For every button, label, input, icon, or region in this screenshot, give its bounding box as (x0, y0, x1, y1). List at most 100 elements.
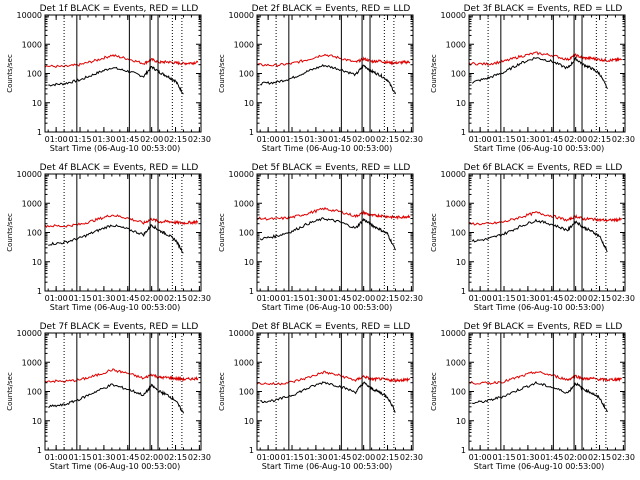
y-tick-label: 10000 (441, 329, 466, 338)
y-tick-label: 1000 (446, 199, 466, 208)
y-tick-label: 1000 (234, 40, 254, 49)
y-tick-label: 100 (451, 388, 466, 397)
y-tick-label: 100 (451, 70, 466, 79)
x-tick-label: 01:00 (257, 453, 280, 462)
series-lld-line (256, 370, 411, 386)
y-axis-label: Counts/sec (430, 54, 438, 93)
x-tick-label: 01:45 (540, 294, 563, 303)
x-tick-label: 01:30 (516, 453, 539, 462)
y-tick-label: 10000 (229, 11, 254, 20)
x-tick-label: 01:30 (304, 453, 327, 462)
x-axis-label: Start Time (06-Aug-10 00:53:00) (50, 462, 181, 471)
y-axis-label: Counts/sec (430, 213, 438, 252)
y-axis-label: Counts/sec (6, 213, 14, 252)
y-axis-label: Counts/sec (6, 54, 14, 93)
x-tick-label: 01:45 (540, 135, 563, 144)
x-tick-label: 02:15 (164, 453, 187, 462)
panel-det-8: Det 8f BLACK = Events, RED = LLD 1 10 100 10… (218, 322, 423, 471)
y-tick-label: 10000 (441, 170, 466, 179)
y-tick-label: 1000 (22, 40, 42, 49)
panel-title: Det 3f BLACK = Events, RED = LLD (464, 4, 623, 14)
x-tick-label: 02:00 (352, 294, 375, 303)
x-axis-label: Start Time (06-Aug-10 00:53:00) (474, 462, 605, 471)
x-tick-label: 01:00 (45, 135, 68, 144)
y-tick-label: 100 (239, 388, 254, 397)
x-tick-label: 01:30 (516, 294, 539, 303)
x-tick-label: 01:30 (92, 135, 115, 144)
y-tick-label: 1000 (22, 199, 42, 208)
x-tick-label: 01:15 (280, 453, 303, 462)
y-tick-label: 1 (37, 287, 42, 296)
x-tick-label: 02:15 (164, 135, 187, 144)
x-tick-label: 01:30 (304, 135, 327, 144)
x-tick-label: 02:00 (140, 294, 163, 303)
x-axis-label: Start Time (06-Aug-10 00:53:00) (50, 144, 181, 153)
x-tick-label: 01:00 (469, 135, 492, 144)
y-tick-label: 100 (239, 229, 254, 238)
y-tick-label: 10 (456, 417, 466, 426)
y-tick-label: 100 (27, 70, 42, 79)
y-tick-label: 1 (249, 287, 254, 296)
y-tick-label: 10 (244, 258, 254, 267)
panel-title: Det 4f BLACK = Events, RED = LLD (40, 163, 199, 173)
x-tick-label: 02:00 (564, 453, 587, 462)
x-tick-label: 01:15 (68, 453, 91, 462)
y-tick-label: 10 (244, 417, 254, 426)
y-tick-label: 1000 (234, 199, 254, 208)
x-axis-label: Start Time (06-Aug-10 00:53:00) (262, 144, 393, 153)
x-tick-label: 02:00 (564, 135, 587, 144)
y-tick-label: 10 (32, 99, 42, 108)
x-axis-label: Start Time (06-Aug-10 00:53:00) (474, 303, 605, 312)
y-tick-label: 1000 (234, 358, 254, 367)
y-tick-label: 1 (249, 128, 254, 137)
y-tick-label: 1 (461, 287, 466, 296)
y-axis-label: Counts/sec (6, 372, 14, 411)
y-tick-label: 1000 (22, 358, 42, 367)
x-tick-label: 01:15 (492, 135, 515, 144)
x-tick-label: 02:30 (188, 135, 211, 144)
x-tick-label: 02:00 (140, 453, 163, 462)
x-tick-label: 02:15 (376, 453, 399, 462)
y-tick-label: 10 (456, 99, 466, 108)
x-tick-label: 02:30 (188, 294, 211, 303)
x-tick-label: 01:15 (492, 294, 515, 303)
panel-det-1: Det 1f BLACK = Events, RED = LLD 1 10 100 10… (6, 4, 211, 153)
series-lld-line (44, 368, 199, 383)
x-tick-label: 01:45 (116, 453, 139, 462)
x-tick-label: 02:15 (588, 453, 611, 462)
x-tick-label: 02:15 (376, 294, 399, 303)
x-tick-label: 01:00 (45, 453, 68, 462)
x-tick-label: 01:45 (116, 135, 139, 144)
y-axis-label: Counts/sec (218, 372, 226, 411)
y-tick-label: 10000 (229, 170, 254, 179)
y-tick-label: 10000 (17, 11, 42, 20)
y-axis-label: Counts/sec (430, 372, 438, 411)
x-tick-label: 01:30 (92, 453, 115, 462)
y-tick-label: 1 (461, 446, 466, 455)
panel-title: Det 7f BLACK = Events, RED = LLD (40, 322, 199, 332)
y-tick-label: 10000 (441, 11, 466, 20)
x-tick-label: 02:00 (352, 453, 375, 462)
panel-title: Det 6f BLACK = Events, RED = LLD (464, 163, 623, 173)
x-tick-label: 02:15 (588, 294, 611, 303)
panel-det-5: Det 5f BLACK = Events, RED = LLD 1 10 100 10… (218, 163, 423, 312)
series-lld-line (468, 211, 623, 226)
panel-det-3: Det 3f BLACK = Events, RED = LLD 1 10 100 10… (430, 4, 635, 153)
x-tick-label: 02:00 (564, 294, 587, 303)
y-tick-label: 10 (32, 258, 42, 267)
y-tick-label: 1 (249, 446, 254, 455)
y-tick-label: 10000 (229, 329, 254, 338)
x-axis-label: Start Time (06-Aug-10 00:53:00) (474, 144, 605, 153)
x-tick-label: 01:30 (304, 294, 327, 303)
panel-det-2: Det 2f BLACK = Events, RED = LLD 1 10 100 10… (218, 4, 423, 153)
y-axis-label: Counts/sec (218, 54, 226, 93)
y-tick-label: 10000 (17, 170, 42, 179)
panel-det-4: Det 4f BLACK = Events, RED = LLD 1 10 100 10… (6, 163, 211, 312)
x-axis-label: Start Time (06-Aug-10 00:53:00) (50, 303, 181, 312)
x-tick-label: 02:30 (612, 135, 635, 144)
x-tick-label: 01:45 (328, 135, 351, 144)
x-tick-label: 01:45 (328, 294, 351, 303)
panel-det-6: Det 6f BLACK = Events, RED = LLD 1 10 100 10… (430, 163, 635, 312)
x-tick-label: 02:30 (612, 294, 635, 303)
